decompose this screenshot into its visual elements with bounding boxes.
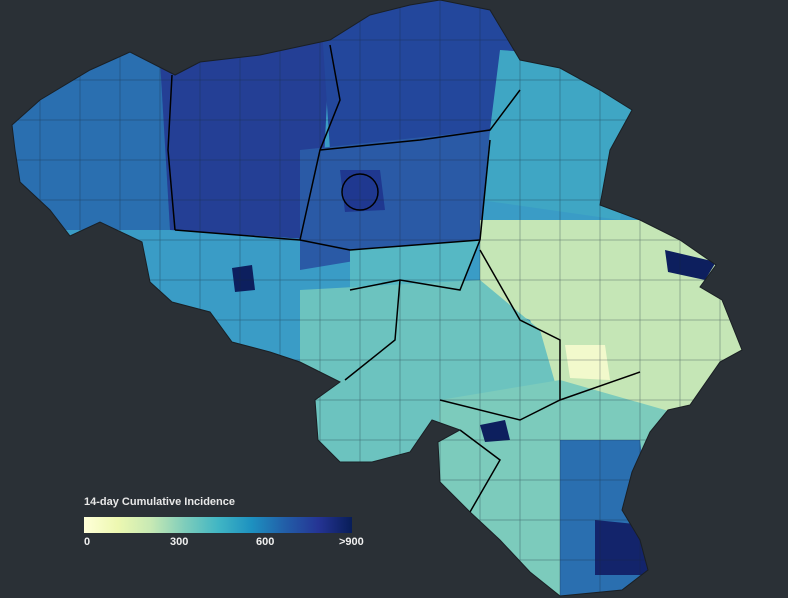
hotspot-namur-south [480, 420, 510, 442]
legend-tick: >900 [339, 536, 364, 548]
region-namur [300, 280, 560, 470]
region-walloon-brabant [350, 240, 480, 290]
region-west-flanders [12, 0, 175, 230]
legend-color-bar [84, 517, 352, 533]
region-antwerp [320, 0, 530, 150]
legend-tick: 300 [170, 536, 189, 548]
region-east-flanders [160, 40, 330, 240]
hotspot-eupen [665, 250, 716, 280]
legend-tick: 600 [256, 536, 275, 548]
hotspot-hainaut [232, 265, 255, 292]
hotspot-aubange [595, 520, 648, 575]
legend-tick: 0 [84, 536, 91, 548]
province-borders [167, 44, 641, 513]
legend-title: 14-day Cumulative Incidence [84, 496, 235, 508]
lowspot-liege [565, 345, 610, 380]
legend-ticks: 0 300 600 >900 [84, 536, 364, 550]
color-legend: 14-day Cumulative Incidence 0 300 600 >9… [84, 496, 364, 550]
